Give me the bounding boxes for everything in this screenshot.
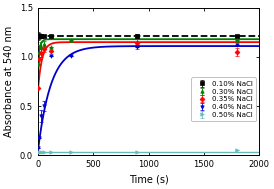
X-axis label: Time (s): Time (s) [129,175,169,185]
Y-axis label: Absorbance at 540 nm: Absorbance at 540 nm [4,26,14,137]
Legend: 0.10% NaCl, 0.30% NaCl, 0.35% NaCl, 0.40% NaCl, 0.50% NaCl: 0.10% NaCl, 0.30% NaCl, 0.35% NaCl, 0.40… [191,77,256,121]
